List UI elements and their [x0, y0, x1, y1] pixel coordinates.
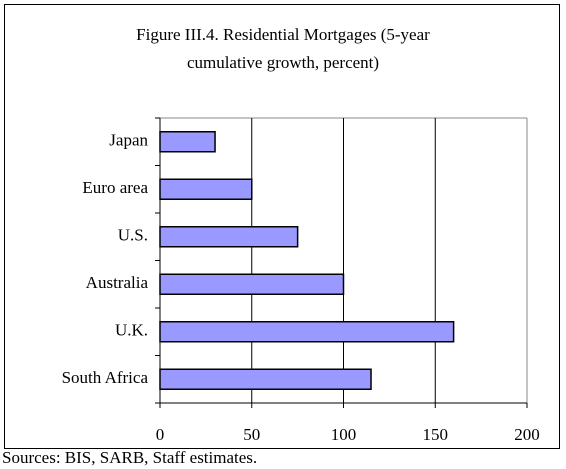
- y-tick-label: U.S.: [118, 226, 148, 245]
- x-tick-label: 100: [331, 425, 357, 444]
- bar: [159, 321, 455, 343]
- x-tick-label: 200: [514, 425, 540, 444]
- source-note: Sources: BIS, SARB, Staff estimates.: [2, 448, 257, 467]
- y-tick-label: Australia: [86, 273, 149, 292]
- y-tick-label: U.K.: [115, 321, 148, 340]
- bar: [159, 131, 216, 153]
- chart-title: cumulative growth, percent): [187, 53, 379, 72]
- x-tick-label: 0: [156, 425, 165, 444]
- y-tick-label: South Africa: [62, 368, 149, 387]
- bar: [159, 178, 253, 200]
- x-tick-label: 150: [423, 425, 449, 444]
- bar: [159, 226, 299, 248]
- chart-title: Figure III.4. Residential Mortgages (5-y…: [136, 25, 430, 44]
- bar: [159, 273, 345, 295]
- bar: [159, 368, 372, 390]
- x-tick-label: 50: [243, 425, 260, 444]
- y-tick-label: Euro area: [82, 178, 148, 197]
- y-tick-label: Japan: [109, 131, 148, 150]
